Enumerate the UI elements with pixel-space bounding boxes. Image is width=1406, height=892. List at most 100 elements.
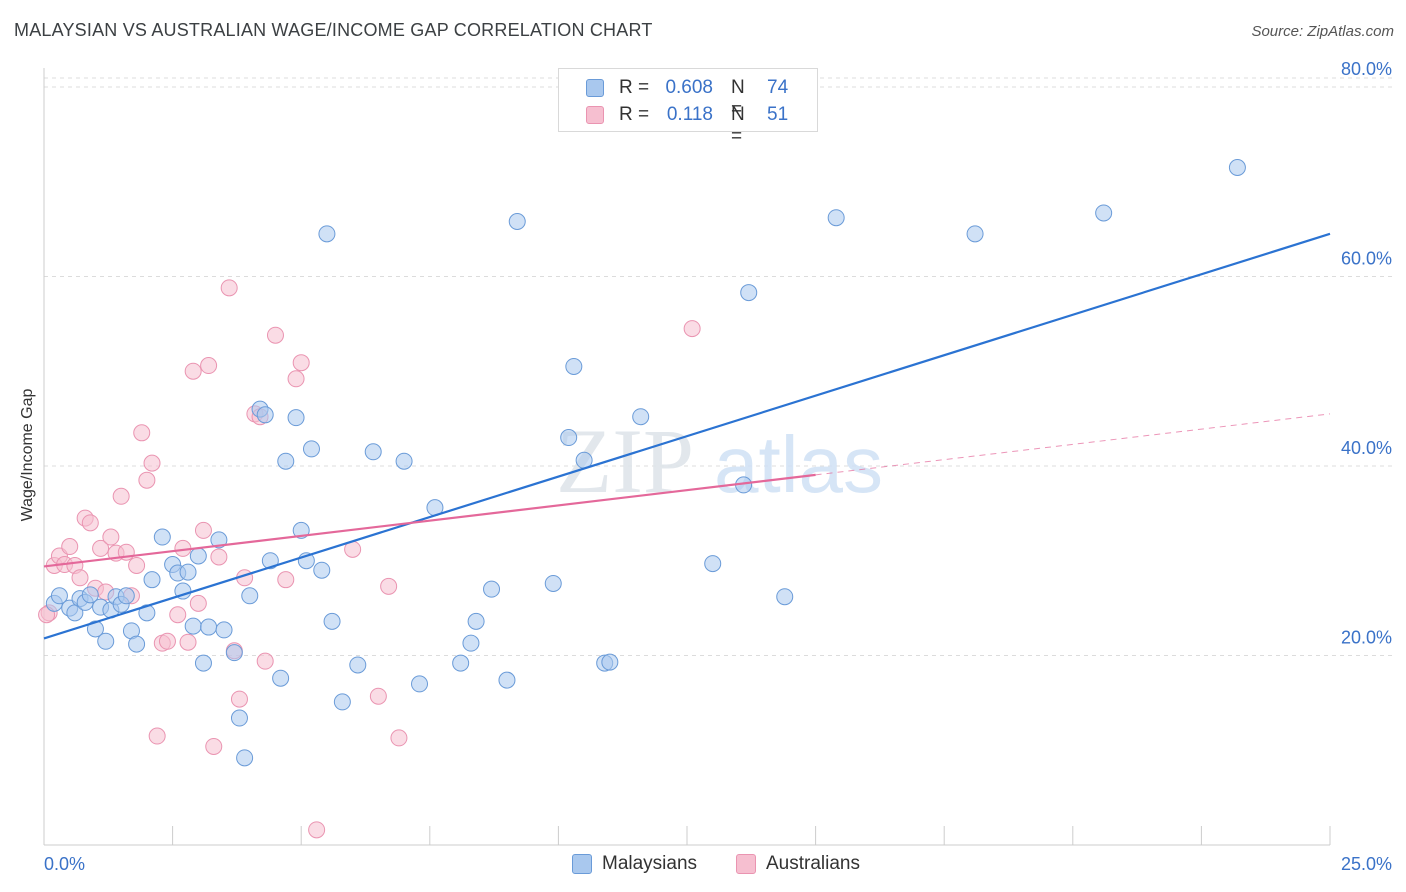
y-tick-label: 60.0% <box>1341 248 1392 268</box>
data-point-australians <box>92 539 110 557</box>
correlation-legend: R = 0.608 N = 74 R = 0.118 N = 51 <box>558 68 818 147</box>
data-point-malaysians <box>966 225 984 243</box>
data-point-australians <box>158 632 176 650</box>
data-point-malaysians <box>241 587 259 605</box>
data-point-malaysians <box>483 580 501 598</box>
legend-swatch-pink <box>586 106 604 124</box>
legend-r-value: 0.608 <box>665 77 713 98</box>
data-point-malaysians <box>86 620 104 638</box>
data-point-malaysians <box>230 709 248 727</box>
data-point-malaysians <box>318 225 336 243</box>
data-point-malaysians <box>601 653 619 671</box>
x-tick-label-max: 25.0% <box>1341 854 1392 874</box>
trend-line-australians <box>43 473 816 568</box>
data-point-malaysians <box>508 213 526 231</box>
data-point-australians <box>256 652 274 670</box>
data-point-malaysians <box>287 409 305 427</box>
data-point-malaysians <box>215 621 233 639</box>
data-point-malaysians <box>184 617 202 635</box>
data-point-australians <box>369 687 387 705</box>
watermark-atlas: atlas <box>714 420 883 509</box>
data-point-australians <box>210 548 228 566</box>
source-label: Source: ZipAtlas.com <box>1251 23 1394 40</box>
data-point-malaysians <box>364 443 382 461</box>
data-point-malaysians <box>277 452 295 470</box>
data-point-malaysians <box>632 408 650 426</box>
data-point-malaysians <box>236 749 254 767</box>
data-point-malaysians <box>261 552 279 570</box>
data-point-australians <box>184 362 202 380</box>
data-point-australians <box>148 727 166 745</box>
data-point-australians <box>308 821 326 839</box>
data-point-malaysians <box>97 632 115 650</box>
data-point-australians <box>179 633 197 651</box>
data-point-malaysians <box>117 587 135 605</box>
data-point-malaysians <box>349 656 367 674</box>
data-point-malaysians <box>210 531 228 549</box>
data-point-australians <box>683 320 701 338</box>
axes <box>43 68 1331 846</box>
data-point-malaysians <box>194 654 212 672</box>
data-point-australians <box>230 690 248 708</box>
data-point-malaysians <box>462 634 480 652</box>
data-point-australians <box>143 454 161 472</box>
australians-swatch <box>736 854 756 874</box>
data-point-malaysians <box>200 618 218 636</box>
data-point-australians <box>220 279 238 297</box>
data-point-malaysians <box>544 574 562 592</box>
data-point-malaysians <box>333 693 351 711</box>
x-tick-label-min: 0.0% <box>44 854 85 874</box>
data-point-australians <box>133 424 151 442</box>
data-point-australians <box>287 370 305 388</box>
data-point-malaysians <box>565 357 583 375</box>
data-point-australians <box>189 594 207 612</box>
legend-r-label: R = <box>619 104 650 125</box>
trend-line-malaysians <box>43 232 1331 640</box>
y-tick-label: 20.0% <box>1341 627 1392 647</box>
data-point-malaysians <box>411 675 429 693</box>
data-point-australians <box>277 571 295 589</box>
data-point-malaysians <box>452 654 470 672</box>
legend-r-value: 0.118 <box>666 104 713 125</box>
data-point-malaysians <box>560 429 578 447</box>
data-point-australians <box>138 471 156 489</box>
data-point-australians <box>71 569 89 587</box>
data-point-australians <box>380 577 398 595</box>
data-point-australians <box>61 538 79 556</box>
data-point-australians <box>194 521 212 539</box>
data-point-malaysians <box>313 561 331 579</box>
legend-n-value: 51 <box>767 104 789 125</box>
data-point-malaysians <box>256 406 274 424</box>
legend-n-value: 74 <box>767 77 789 98</box>
trend-line-australians-extension <box>815 413 1331 476</box>
data-point-australians <box>169 606 187 624</box>
data-point-australians <box>102 528 120 546</box>
data-point-malaysians <box>189 547 207 565</box>
data-point-malaysians <box>81 586 99 604</box>
legend-n-label: N = <box>731 77 745 120</box>
australians-points <box>38 279 701 839</box>
malaysians-swatch <box>572 854 592 874</box>
data-point-australians <box>292 354 310 372</box>
chart-title: MALAYSIAN VS AUSTRALIAN WAGE/INCOME GAP … <box>14 20 653 40</box>
data-point-australians <box>205 737 223 755</box>
data-point-malaysians <box>323 612 341 630</box>
data-point-australians <box>81 514 99 532</box>
data-point-malaysians <box>143 571 161 589</box>
malaysians-points <box>45 158 1246 767</box>
data-point-malaysians <box>153 528 171 546</box>
data-point-malaysians <box>225 644 243 662</box>
data-point-malaysians <box>776 588 794 606</box>
data-point-malaysians <box>272 669 290 687</box>
data-point-malaysians <box>302 440 320 458</box>
legend-n-label: N = <box>731 104 745 147</box>
malaysians-label: Malaysians <box>602 853 698 874</box>
data-point-malaysians <box>467 612 485 630</box>
data-point-malaysians <box>1228 158 1246 176</box>
trend-lines <box>43 232 1331 640</box>
data-point-malaysians <box>50 587 68 605</box>
legend-swatch-blue <box>586 79 604 97</box>
data-point-malaysians <box>740 284 758 302</box>
tick-labels: 20.0% 40.0% 60.0% 80.0% 0.0% 25.0% <box>44 59 1392 874</box>
